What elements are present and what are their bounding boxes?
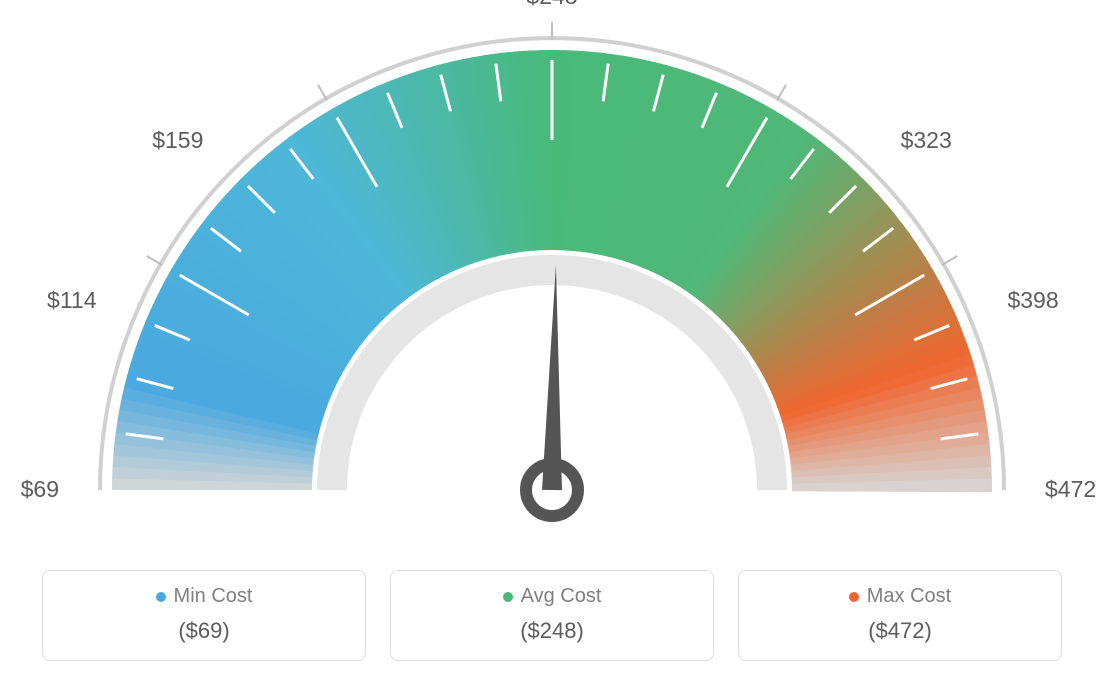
legend-value-max: ($472) (747, 618, 1053, 644)
scale-label: $323 (901, 127, 952, 154)
scale-label: $472 (1045, 476, 1096, 503)
legend-card-avg: Avg Cost ($248) (390, 570, 714, 661)
cost-gauge: $69 $114 $159 $248 $323 $398 $472 (0, 0, 1104, 540)
scale-label: $248 (522, 0, 582, 10)
legend-row: Min Cost ($69) Avg Cost ($248) Max Cost … (42, 570, 1062, 661)
scale-label: $69 (0, 476, 59, 503)
legend-title-min: Min Cost (174, 585, 253, 608)
gauge-svg (0, 0, 1104, 540)
scale-label: $398 (1007, 287, 1058, 314)
legend-header-min: Min Cost (156, 585, 253, 608)
legend-title-avg: Avg Cost (521, 585, 602, 608)
legend-dot-min (156, 592, 166, 602)
legend-card-max: Max Cost ($472) (738, 570, 1062, 661)
scale-label: $159 (143, 127, 203, 154)
legend-dot-max (849, 592, 859, 602)
legend-card-min: Min Cost ($69) (42, 570, 366, 661)
legend-dot-avg (503, 592, 513, 602)
legend-title-max: Max Cost (867, 585, 951, 608)
scale-label: $114 (37, 287, 97, 314)
legend-header-max: Max Cost (849, 585, 951, 608)
legend-value-min: ($69) (51, 618, 357, 644)
legend-value-avg: ($248) (399, 618, 705, 644)
legend-header-avg: Avg Cost (503, 585, 602, 608)
